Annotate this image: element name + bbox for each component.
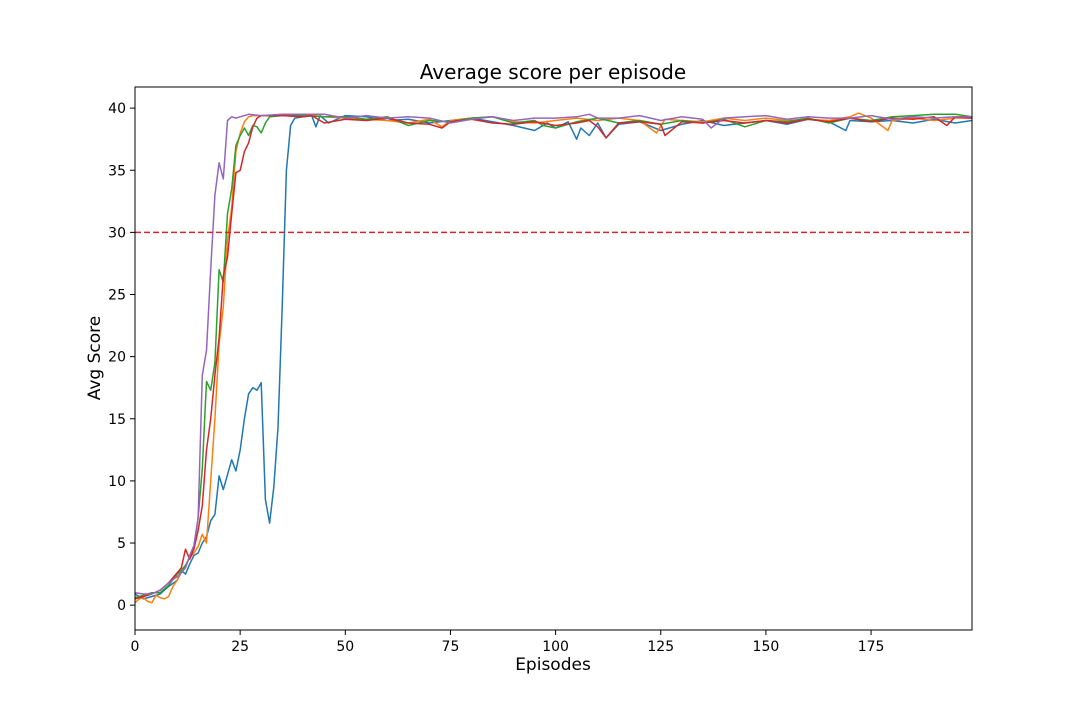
series-line-5 <box>135 113 972 595</box>
y-tick-label: 0 <box>117 598 126 614</box>
y-tick-label: 15 <box>108 412 126 428</box>
x-tick-label: 125 <box>647 639 674 655</box>
y-tick-label: 20 <box>108 350 126 366</box>
series-line-4 <box>135 114 972 600</box>
series-layer <box>135 112 972 604</box>
x-tick-label: 0 <box>131 639 140 655</box>
x-tick-label: 175 <box>858 639 885 655</box>
y-tick-label: 5 <box>117 536 126 552</box>
series-line-2 <box>135 112 972 604</box>
y-tick-label: 25 <box>108 288 126 304</box>
y-tick-label: 35 <box>108 163 126 179</box>
y-axis-label: Avg Score <box>85 316 105 401</box>
x-tick-label: 75 <box>442 639 460 655</box>
x-tick-label: 100 <box>542 639 569 655</box>
y-tick-label: 40 <box>108 101 126 117</box>
series-line-3 <box>135 113 972 599</box>
y-tick-label: 10 <box>108 474 126 490</box>
axes-layer: 0 25 50 75 100 125 150 175 0 5 10 15 20 25 30 35 40 <box>108 86 973 655</box>
x-axis-label: Episodes <box>515 655 591 675</box>
plot-frame <box>134 86 973 631</box>
chart-title: Average score per episode <box>420 60 686 84</box>
series-line-1 <box>135 114 972 600</box>
x-tick-label: 150 <box>753 639 780 655</box>
x-tick-label: 25 <box>231 639 249 655</box>
y-tick-label: 30 <box>108 225 126 241</box>
x-tick-label: 50 <box>336 639 354 655</box>
